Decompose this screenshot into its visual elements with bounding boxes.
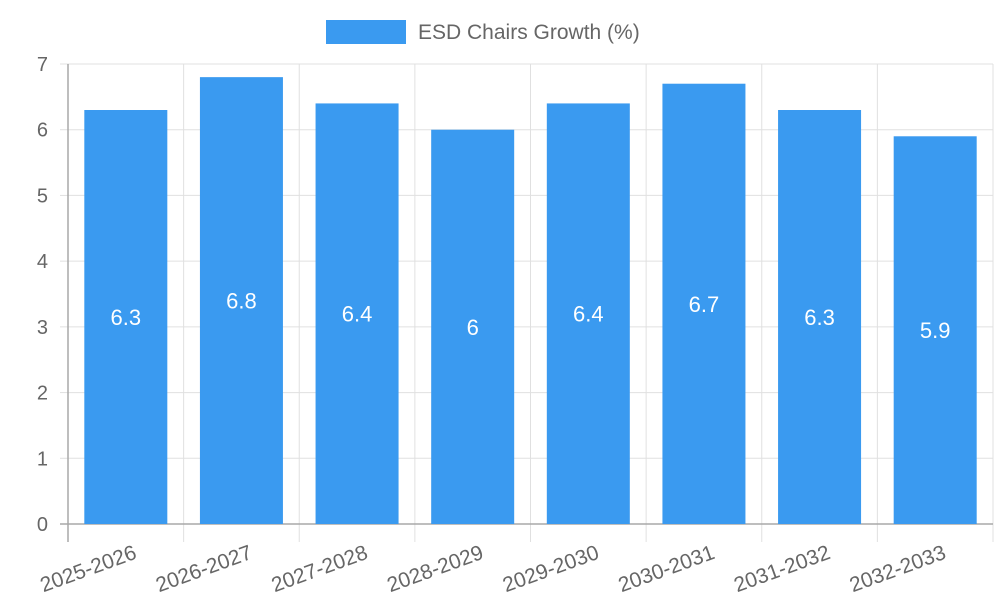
bar-value-label: 6.7 xyxy=(689,292,720,317)
bar-value-label: 6.8 xyxy=(226,289,257,314)
legend-label: ESD Chairs Growth (%) xyxy=(418,21,640,44)
bar-value-label: 6.4 xyxy=(573,302,604,327)
bar-value-label: 5.9 xyxy=(920,318,951,343)
x-tick-label: 2028-2029 xyxy=(384,541,486,597)
y-axis-tick-labels: 0 1 2 3 4 5 6 7 xyxy=(37,54,48,536)
bar[interactable] xyxy=(431,129,515,524)
x-tick-label: 2032-2033 xyxy=(847,541,949,597)
bar[interactable] xyxy=(315,103,399,524)
x-tick-label: 2030-2031 xyxy=(615,541,717,597)
x-tick-label: 2026-2027 xyxy=(153,541,255,597)
x-axis-tick-labels: 2025-2026 2026-2027 2027-2028 2028-2029 2029… xyxy=(37,541,949,597)
y-tick-label: 6 xyxy=(37,120,48,142)
y-tick-label: 0 xyxy=(37,514,48,536)
bar-value-label: 6 xyxy=(467,315,479,340)
x-tick-label: 2025-2026 xyxy=(37,541,139,597)
bars xyxy=(84,77,977,525)
bar[interactable] xyxy=(84,110,168,524)
bar-value-labels: 6.3 6.8 6.4 6 6.4 6.7 6.3 5.9 xyxy=(111,289,951,344)
y-tick-label: 4 xyxy=(37,251,48,273)
bar-value-label: 6.3 xyxy=(804,305,835,330)
x-tick-label: 2031-2032 xyxy=(731,541,833,597)
y-tick-label: 5 xyxy=(37,185,48,207)
bar[interactable] xyxy=(546,103,630,524)
y-tick-label: 3 xyxy=(37,317,48,339)
bar[interactable] xyxy=(893,136,977,525)
legend-swatch xyxy=(326,20,406,44)
bar[interactable] xyxy=(199,77,283,525)
x-tick-label: 2029-2030 xyxy=(500,541,602,597)
y-tick-label: 7 xyxy=(37,54,48,76)
bar[interactable] xyxy=(662,83,746,524)
y-tick-label: 2 xyxy=(37,383,48,405)
x-tick-label: 2027-2028 xyxy=(269,541,371,597)
bar-value-label: 6.4 xyxy=(342,302,373,327)
bar-value-label: 6.3 xyxy=(111,305,142,330)
legend[interactable]: ESD Chairs Growth (%) xyxy=(326,20,640,44)
bar[interactable] xyxy=(778,110,862,524)
y-tick-label: 1 xyxy=(37,448,48,470)
